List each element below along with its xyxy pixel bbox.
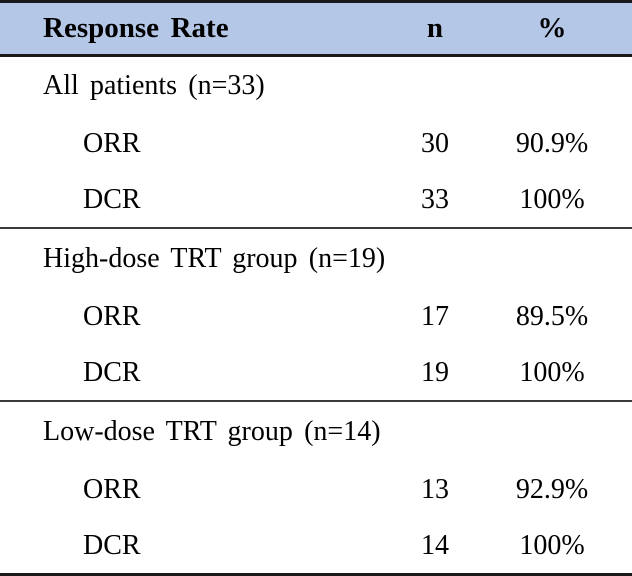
n-value: 19 xyxy=(398,345,472,403)
table-row-all-dcr: DCR 33 100% xyxy=(0,172,632,230)
n-value: 14 xyxy=(421,529,449,561)
header-percent: % xyxy=(472,1,632,57)
section-label-high-dose: High-dose TRT group (n=19) xyxy=(0,228,632,288)
metric-label: ORR xyxy=(83,128,141,160)
section-label-all-patients: All patients (n=33) xyxy=(0,56,632,116)
table-row-high-dcr: DCR 19 100% xyxy=(0,345,632,403)
table-row-high-orr: ORR 17 89.5% xyxy=(0,289,632,345)
section-label: Low-dose TRT group (n=14) xyxy=(43,416,381,448)
n-value: 30 xyxy=(421,128,449,160)
metric-label: DCR xyxy=(0,345,398,403)
table-row-all-orr: ORR 30 90.9% xyxy=(0,116,632,172)
table-row-low-orr: ORR 13 92.9% xyxy=(0,462,632,518)
metric-label: ORR xyxy=(83,474,141,505)
n-value: 13 xyxy=(421,474,449,505)
metric-label: DCR xyxy=(83,529,141,561)
section-label-low-dose: Low-dose TRT group (n=14) xyxy=(0,401,632,461)
table-row-low-dcr: DCR 14 100% xyxy=(0,518,632,574)
metric-label: ORR xyxy=(83,301,141,333)
pct-value: 100% xyxy=(519,529,585,561)
pct-value: 90.9% xyxy=(515,128,589,160)
header-n: n xyxy=(398,1,472,57)
section-label: High-dose TRT group (n=19) xyxy=(43,243,386,275)
pct-value: 100% xyxy=(472,172,632,230)
table-header: Response Rate n % xyxy=(0,1,632,57)
header-row: Response Rate n % xyxy=(0,1,632,57)
header-response-rate: Response Rate xyxy=(0,1,398,57)
section-label: All patients (n=33) xyxy=(43,70,265,102)
pct-value: 100% xyxy=(472,345,632,403)
n-value: 17 xyxy=(421,301,449,333)
pct-value: 89.5% xyxy=(515,301,589,333)
metric-label: DCR xyxy=(0,172,398,230)
n-value: 33 xyxy=(398,172,472,230)
pct-value: 92.9% xyxy=(515,474,589,505)
